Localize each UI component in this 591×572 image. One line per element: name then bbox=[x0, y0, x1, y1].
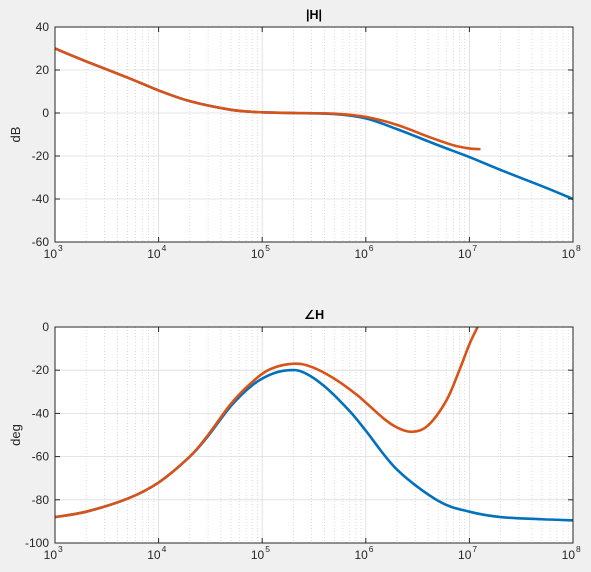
magnitude-y-tick-label: -20 bbox=[32, 149, 50, 163]
magnitude-x-tick-label: 10 3 bbox=[44, 243, 63, 261]
phase-x-tick-label: 10 8 bbox=[562, 544, 581, 562]
magnitude-y-tick-label: 40 bbox=[36, 20, 50, 34]
magnitude-y-tick-label: -60 bbox=[32, 235, 50, 249]
magnitude-x-tick-label: 10 6 bbox=[354, 243, 373, 261]
magnitude-x-tick-exponent: 4 bbox=[162, 243, 167, 253]
phase-x-tick-exponent: 6 bbox=[369, 544, 374, 554]
phase-x-tick-label: 10 3 bbox=[44, 544, 63, 562]
phase-tick-marks bbox=[54, 326, 574, 544]
phase-y-axis-title: deg bbox=[8, 424, 23, 446]
phase-title: ∠H bbox=[304, 308, 324, 322]
magnitude-axes-background bbox=[54, 26, 574, 243]
magnitude-x-tick-exponent: 8 bbox=[576, 243, 581, 253]
magnitude-title: |H| bbox=[306, 8, 322, 22]
phase-series-2-line bbox=[55, 327, 479, 519]
phase-x-tick-label: 10 6 bbox=[354, 544, 373, 562]
magnitude-x-tick-exponent: 5 bbox=[265, 243, 270, 253]
magnitude-x-tick-label: 10 4 bbox=[147, 243, 166, 261]
phase-x-tick-label: 10 5 bbox=[251, 544, 270, 562]
phase-x-tick-exponent: 3 bbox=[58, 544, 63, 554]
phase-x-tick-exponent: 5 bbox=[265, 544, 270, 554]
magnitude-x-tick-base: 10 bbox=[354, 247, 368, 261]
phase-x-tick-exponent: 4 bbox=[162, 544, 167, 554]
phase-x-tick-exponent: 8 bbox=[576, 544, 581, 554]
magnitude-axes-box bbox=[54, 26, 574, 243]
phase-axes-box bbox=[54, 326, 574, 544]
phase-y-tick-label: -20 bbox=[32, 363, 50, 377]
magnitude-y-tick-label: -40 bbox=[32, 192, 50, 206]
phase-x-tick-base: 10 bbox=[44, 548, 58, 562]
magnitude-tick-marks bbox=[54, 26, 574, 243]
magnitude-x-tick-exponent: 6 bbox=[369, 243, 374, 253]
phase-axes-background bbox=[54, 326, 574, 544]
phase-x-tick-exponent: 7 bbox=[472, 544, 477, 554]
magnitude-x-tick-exponent: 7 bbox=[472, 243, 477, 253]
magnitude-x-tick-base: 10 bbox=[562, 247, 576, 261]
phase-y-tick-label: 0 bbox=[42, 320, 49, 334]
magnitude-series-2-line bbox=[55, 47, 481, 151]
phase-x-tick-label: 10 7 bbox=[458, 544, 477, 562]
phase-y-tick-label: -80 bbox=[32, 493, 50, 507]
magnitude-x-tick-exponent: 3 bbox=[58, 243, 63, 253]
magnitude-series-group bbox=[55, 47, 573, 201]
phase-x-tick-base: 10 bbox=[354, 548, 368, 562]
magnitude-y-tick-label: 20 bbox=[36, 63, 50, 77]
phase-x-tick-base: 10 bbox=[251, 548, 265, 562]
magnitude-x-tick-label: 10 7 bbox=[458, 243, 477, 261]
magnitude-x-tick-label: 10 8 bbox=[562, 243, 581, 261]
magnitude-y-axis-title: dB bbox=[8, 127, 23, 143]
phase-x-tick-base: 10 bbox=[147, 548, 161, 562]
magnitude-x-tick-base: 10 bbox=[251, 247, 265, 261]
phase-x-tick-label: 10 4 bbox=[147, 544, 166, 562]
phase-y-tick-label: -40 bbox=[32, 406, 50, 420]
phase-x-tick-base: 10 bbox=[562, 548, 576, 562]
magnitude-y-tick-label: 0 bbox=[42, 106, 49, 120]
magnitude-x-tick-base: 10 bbox=[147, 247, 161, 261]
phase-x-tick-base: 10 bbox=[458, 548, 472, 562]
phase-y-tick-label: -60 bbox=[32, 450, 50, 464]
phase-series-group bbox=[55, 327, 573, 522]
phase-y-tick-label: -100 bbox=[25, 536, 49, 550]
magnitude-x-tick-base: 10 bbox=[458, 247, 472, 261]
magnitude-x-tick-base: 10 bbox=[44, 247, 58, 261]
magnitude-x-tick-label: 10 5 bbox=[251, 243, 270, 261]
